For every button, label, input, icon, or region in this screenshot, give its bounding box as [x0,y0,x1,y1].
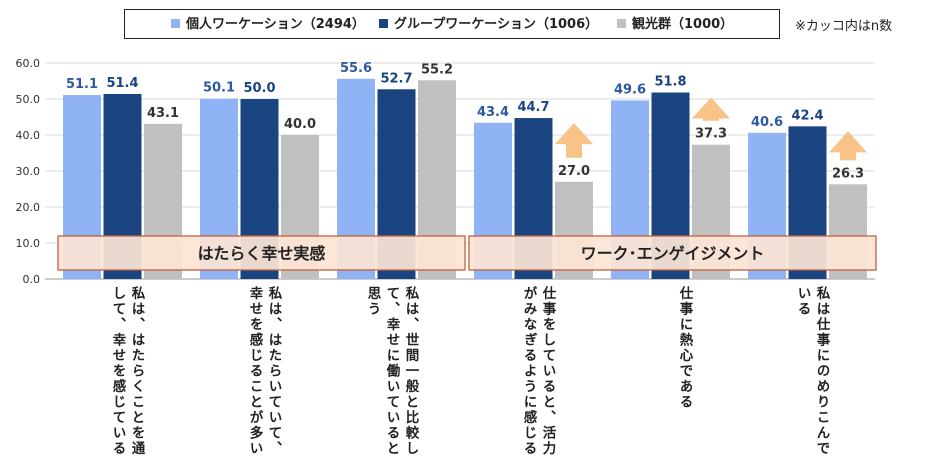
y-tick-label: 40.0 [16,129,41,142]
category-label: 仕事に熱心である [676,286,693,410]
data-label: 37.3 [695,127,727,142]
legend-item-group: グループワーケーション（1006） [379,17,598,32]
data-label: 27.0 [558,164,590,179]
legend-swatch-tourism [617,19,626,28]
increase-arrow [829,131,867,161]
data-label: 43.1 [147,106,179,121]
legend-item-individual: 個人ワーケーション（2494） [171,17,365,32]
increase-arrow [555,123,593,158]
data-label: 40.6 [751,115,783,130]
legend-swatch-individual [171,19,180,28]
data-label: 55.2 [421,62,453,77]
data-label: 44.7 [517,100,549,115]
y-tick-label: 10.0 [16,237,41,250]
data-label: 50.1 [203,81,235,96]
category-label: 仕事をしていると、活力がみなぎるように感じる [520,286,556,457]
sample-size-note: ※カッコ内はn数 [795,19,893,34]
data-label: 52.7 [380,71,412,86]
data-label: 49.6 [614,82,646,97]
y-tick-label: 20.0 [16,201,41,214]
y-tick-label: 60.0 [16,57,41,70]
data-label: 55.6 [340,61,372,76]
data-label: 42.4 [791,108,823,123]
y-tick-label: 50.0 [16,93,41,106]
category-label: 私は、世間一般と比較して、幸せに働いていると思う [364,286,419,457]
group-band-label: はたらく幸せ実感 [198,244,326,263]
increase-arrow [692,97,730,121]
data-label: 51.4 [106,76,138,91]
legend: 個人ワーケーション（2494） グループワーケーション（1006） 観光群（10… [124,9,780,39]
data-label: 50.0 [243,81,275,96]
category-label: 私は仕事にのめりこんでいる [794,286,830,457]
data-label: 51.8 [654,75,686,90]
data-label: 26.3 [832,166,864,181]
y-tick-label: 0.0 [23,273,41,286]
legend-item-tourism: 観光群（1000） [617,17,733,32]
y-tick-label: 30.0 [16,165,41,178]
group-band [57,235,466,271]
group-band-label: ワーク･エンゲイジメント [581,244,765,263]
category-label: 私は、はたらいていて、幸せを感じることが多い [246,286,282,457]
group-band [468,235,877,271]
category-label: 私は、はたらくことを通して、幸せを感じている [109,286,145,457]
data-label: 51.1 [66,77,98,92]
legend-swatch-group [379,19,388,28]
data-label: 40.0 [284,117,316,132]
data-label: 43.4 [477,105,509,120]
